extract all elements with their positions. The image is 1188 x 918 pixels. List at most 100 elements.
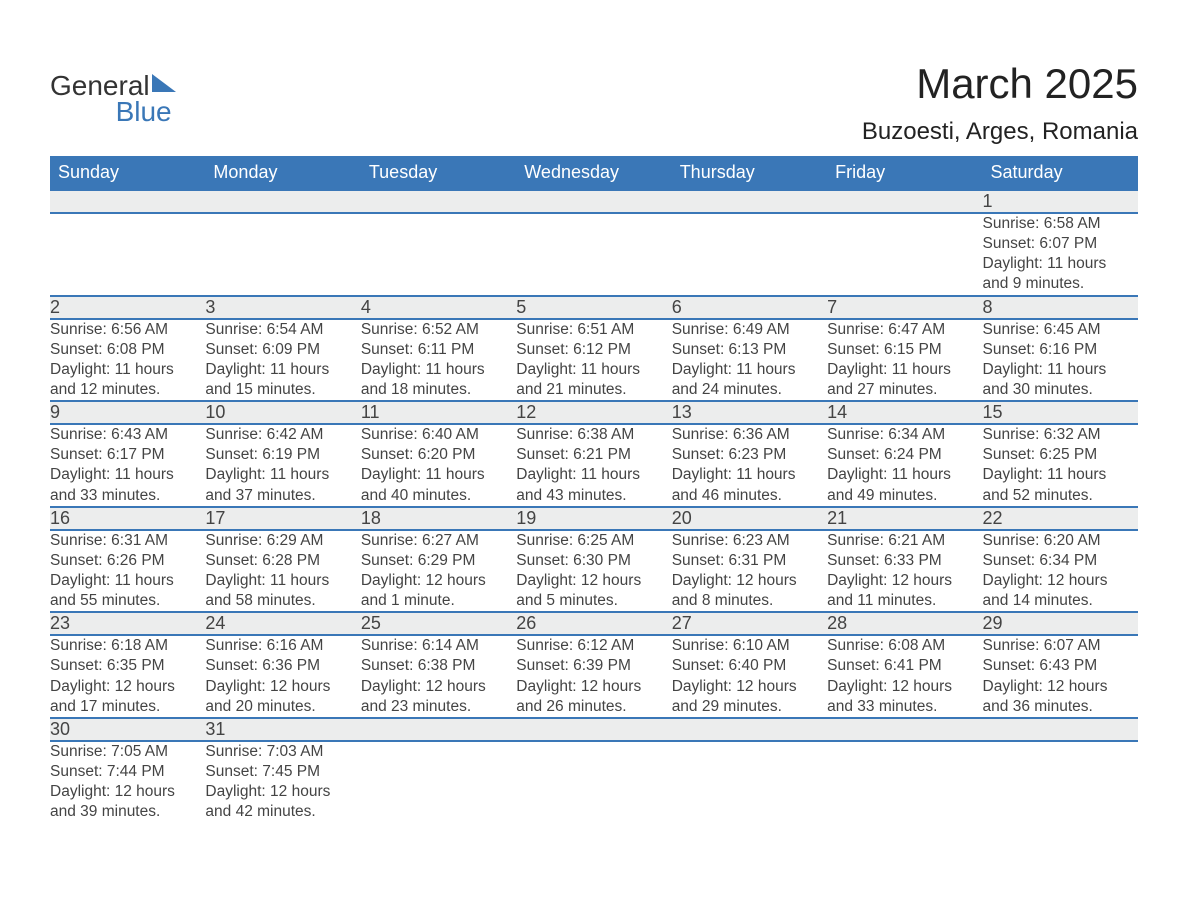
day-data-cell: Sunrise: 6:07 AMSunset: 6:43 PMDaylight:… [983, 635, 1138, 718]
daylight-line-2: and 11 minutes. [827, 591, 982, 611]
day-data-cell: Sunrise: 6:47 AMSunset: 6:15 PMDaylight:… [827, 319, 982, 402]
day-number-cell: 27 [672, 612, 827, 635]
sunset-line: Sunset: 6:19 PM [205, 445, 360, 465]
day-number-row: 1 [50, 190, 1138, 213]
sunrise-line: Sunrise: 6:36 AM [672, 425, 827, 445]
day-number-cell [50, 190, 205, 213]
sunset-line: Sunset: 6:09 PM [205, 340, 360, 360]
day-number-cell: 2 [50, 296, 205, 319]
day-data-cell: Sunrise: 6:25 AMSunset: 6:30 PMDaylight:… [516, 530, 671, 613]
sunset-line: Sunset: 6:12 PM [516, 340, 671, 360]
sunrise-line: Sunrise: 6:32 AM [983, 425, 1138, 445]
day-number-cell [827, 190, 982, 213]
daylight-line-2: and 30 minutes. [983, 380, 1138, 400]
daylight-line-1: Daylight: 12 hours [361, 571, 516, 591]
day-data-cell: Sunrise: 6:32 AMSunset: 6:25 PMDaylight:… [983, 424, 1138, 507]
day-number-cell: 25 [361, 612, 516, 635]
day-data-cell: Sunrise: 6:36 AMSunset: 6:23 PMDaylight:… [672, 424, 827, 507]
sunrise-line: Sunrise: 6:25 AM [516, 531, 671, 551]
day-number-cell: 14 [827, 401, 982, 424]
daylight-line-2: and 12 minutes. [50, 380, 205, 400]
day-number-cell [516, 190, 671, 213]
sunset-line: Sunset: 6:34 PM [983, 551, 1138, 571]
day-number-cell: 28 [827, 612, 982, 635]
sunset-line: Sunset: 6:30 PM [516, 551, 671, 571]
day-number-cell [361, 190, 516, 213]
sunrise-line: Sunrise: 6:21 AM [827, 531, 982, 551]
sunset-line: Sunset: 6:29 PM [361, 551, 516, 571]
daylight-line-2: and 18 minutes. [361, 380, 516, 400]
daylight-line-1: Daylight: 12 hours [672, 677, 827, 697]
sunset-line: Sunset: 6:17 PM [50, 445, 205, 465]
sunrise-line: Sunrise: 6:47 AM [827, 320, 982, 340]
day-data-cell [827, 741, 982, 823]
sunset-line: Sunset: 6:41 PM [827, 656, 982, 676]
sunset-line: Sunset: 6:20 PM [361, 445, 516, 465]
day-data-cell [827, 213, 982, 296]
daylight-line-2: and 33 minutes. [50, 486, 205, 506]
day-number-cell: 13 [672, 401, 827, 424]
sunrise-line: Sunrise: 6:10 AM [672, 636, 827, 656]
sunset-line: Sunset: 6:16 PM [983, 340, 1138, 360]
day-data-cell [672, 213, 827, 296]
daylight-line-1: Daylight: 11 hours [983, 360, 1138, 380]
day-data-cell [516, 213, 671, 296]
sunrise-line: Sunrise: 6:23 AM [672, 531, 827, 551]
day-data-cell [205, 213, 360, 296]
day-number-cell [672, 718, 827, 741]
day-data-cell [516, 741, 671, 823]
weekday-header: Tuesday [361, 156, 516, 190]
daylight-line-1: Daylight: 11 hours [516, 360, 671, 380]
day-number-cell: 12 [516, 401, 671, 424]
daylight-line-1: Daylight: 11 hours [205, 360, 360, 380]
sunrise-line: Sunrise: 6:52 AM [361, 320, 516, 340]
day-data-cell: Sunrise: 6:12 AMSunset: 6:39 PMDaylight:… [516, 635, 671, 718]
sunset-line: Sunset: 6:33 PM [827, 551, 982, 571]
sunset-line: Sunset: 6:31 PM [672, 551, 827, 571]
daylight-line-1: Daylight: 12 hours [361, 677, 516, 697]
day-data-cell: Sunrise: 6:31 AMSunset: 6:26 PMDaylight:… [50, 530, 205, 613]
daylight-line-1: Daylight: 11 hours [672, 465, 827, 485]
daylight-line-1: Daylight: 12 hours [205, 677, 360, 697]
day-number-cell [672, 190, 827, 213]
day-number-cell: 19 [516, 507, 671, 530]
day-number-cell: 9 [50, 401, 205, 424]
day-number-cell: 16 [50, 507, 205, 530]
sunrise-line: Sunrise: 6:27 AM [361, 531, 516, 551]
daylight-line-1: Daylight: 11 hours [983, 254, 1138, 274]
day-data-cell [50, 213, 205, 296]
sunrise-line: Sunrise: 7:03 AM [205, 742, 360, 762]
sunrise-line: Sunrise: 7:05 AM [50, 742, 205, 762]
weekday-header: Monday [205, 156, 360, 190]
sunrise-line: Sunrise: 6:34 AM [827, 425, 982, 445]
day-number-cell: 3 [205, 296, 360, 319]
day-number-cell: 5 [516, 296, 671, 319]
sunset-line: Sunset: 6:40 PM [672, 656, 827, 676]
daylight-line-2: and 5 minutes. [516, 591, 671, 611]
day-number-cell [983, 718, 1138, 741]
daylight-line-1: Daylight: 12 hours [827, 571, 982, 591]
daylight-line-2: and 24 minutes. [672, 380, 827, 400]
sunrise-line: Sunrise: 6:43 AM [50, 425, 205, 445]
day-number-cell: 31 [205, 718, 360, 741]
day-number-cell: 17 [205, 507, 360, 530]
weekday-header: Thursday [672, 156, 827, 190]
daylight-line-1: Daylight: 11 hours [50, 465, 205, 485]
day-number-cell: 6 [672, 296, 827, 319]
day-data-cell: Sunrise: 6:40 AMSunset: 6:20 PMDaylight:… [361, 424, 516, 507]
daylight-line-1: Daylight: 12 hours [672, 571, 827, 591]
day-number-row: 2345678 [50, 296, 1138, 319]
day-number-cell: 20 [672, 507, 827, 530]
calendar-table: Sunday Monday Tuesday Wednesday Thursday… [50, 156, 1138, 822]
daylight-line-1: Daylight: 12 hours [983, 571, 1138, 591]
daylight-line-1: Daylight: 12 hours [983, 677, 1138, 697]
sunset-line: Sunset: 6:35 PM [50, 656, 205, 676]
daylight-line-2: and 42 minutes. [205, 802, 360, 822]
month-title: March 2025 [862, 60, 1138, 108]
day-data-cell: Sunrise: 6:51 AMSunset: 6:12 PMDaylight:… [516, 319, 671, 402]
header: General Blue March 2025 Buzoesti, Arges,… [50, 60, 1138, 146]
day-number-cell: 21 [827, 507, 982, 530]
sunrise-line: Sunrise: 6:20 AM [983, 531, 1138, 551]
day-data-row: Sunrise: 6:58 AMSunset: 6:07 PMDaylight:… [50, 213, 1138, 296]
daylight-line-2: and 15 minutes. [205, 380, 360, 400]
